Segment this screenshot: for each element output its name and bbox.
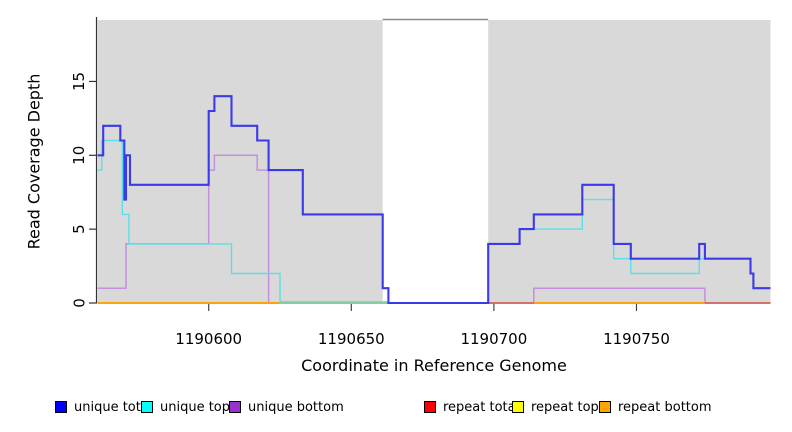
x-tick-label: 1190700 — [460, 330, 527, 348]
legend-label: repeat top — [531, 399, 599, 415]
unique-top-swatch-icon — [141, 401, 153, 413]
right-gray-region — [488, 20, 771, 304]
legend-label: unique total — [74, 399, 153, 415]
legend-item-unique-total: unique total — [55, 399, 152, 415]
y-tick-label: 10 — [70, 146, 88, 165]
y-tick-label: 15 — [70, 72, 88, 91]
legend-label: repeat bottom — [618, 399, 712, 415]
repeat-bottom-swatch-icon — [599, 401, 611, 413]
y-axis-title: Read Coverage Depth — [24, 73, 44, 250]
x-axis-title: Coordinate in Reference Genome — [301, 356, 567, 375]
x-tick-label: 1190600 — [175, 330, 242, 348]
legend-item-unique-top: unique top — [141, 399, 230, 415]
repeat-total-swatch-icon — [424, 401, 436, 413]
x-tick-label: 1190750 — [603, 330, 670, 348]
unique-total-swatch-icon — [55, 401, 67, 413]
repeat-top-swatch-icon — [512, 401, 524, 413]
legend-label: unique top — [160, 399, 231, 415]
legend-label: repeat total — [443, 399, 520, 415]
unique-bottom-swatch-icon — [229, 401, 241, 413]
y-tick-label: 0 — [70, 298, 88, 308]
y-tick-label: 5 — [70, 224, 88, 234]
series-unique-total-line — [97, 95, 771, 305]
legend-item-repeat-bottom: repeat bottom — [599, 399, 712, 415]
legend-label: unique bottom — [248, 399, 344, 415]
legend-item-repeat-total: repeat total — [424, 399, 519, 415]
legend-item-unique-bottom: unique bottom — [229, 399, 344, 415]
left-gray-region — [97, 20, 383, 304]
legend: unique total unique top unique bottom re… — [0, 399, 792, 417]
x-tick-label: 1190650 — [318, 330, 385, 348]
legend-item-repeat-top: repeat top — [512, 399, 599, 415]
